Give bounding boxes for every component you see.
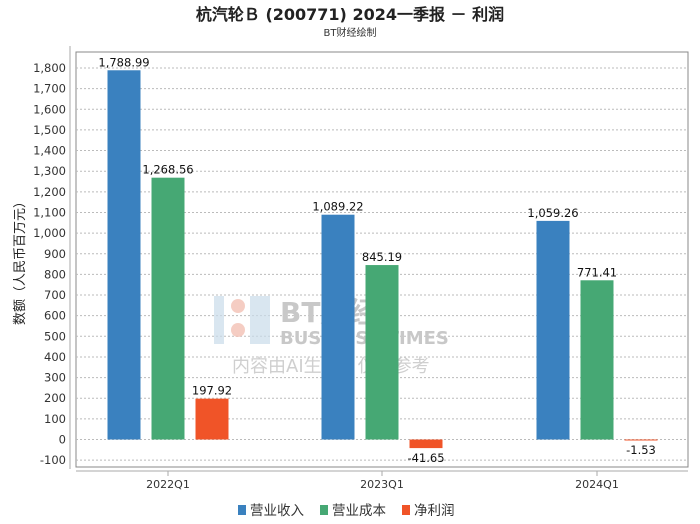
legend-label: 营业收入	[250, 503, 304, 519]
y-axis-label: 数额（人民币百万元）	[13, 195, 28, 325]
y-tick-label: 100	[44, 412, 66, 426]
watermark-logo-bar	[250, 296, 270, 344]
y-tick-label: 200	[44, 391, 66, 405]
y-tick-label: 900	[44, 247, 66, 261]
legend-swatch	[402, 505, 410, 515]
bar-营业成本-2024Q1	[580, 280, 614, 440]
y-tick-label: 1,200	[33, 185, 66, 199]
y-tick-label: 500	[44, 329, 66, 343]
legend-swatch	[238, 505, 246, 515]
watermark-english: BUSINESS TIMES	[280, 328, 449, 349]
bar-营业收入-2023Q1	[321, 214, 355, 440]
y-tick-label: 600	[44, 309, 66, 323]
y-tick-label: 700	[44, 288, 66, 302]
x-tick-label: 2024Q1	[575, 478, 619, 491]
watermark-logo-dot	[231, 299, 245, 313]
bar-营业成本-2022Q1	[151, 177, 185, 440]
legend-swatch	[320, 505, 328, 515]
y-tick-label: 800	[44, 267, 66, 281]
y-tick-label: 1,100	[33, 205, 66, 219]
chart-subtitle: BT财经绘制	[324, 26, 377, 39]
data-label: 845.19	[362, 250, 402, 264]
chart-title: 杭汽轮Ｂ (200771) 2024一季报 － 利润	[196, 5, 504, 24]
watermark-logo-bar	[214, 296, 224, 344]
data-label: -41.65	[407, 451, 444, 465]
plot-area	[75, 51, 689, 468]
y-tick-label: 0	[59, 433, 66, 447]
data-label: 1,268.56	[142, 163, 193, 177]
legend-label: 净利润	[414, 503, 455, 519]
y-tick-label: 1,400	[33, 144, 66, 158]
data-label: 1,059.26	[527, 206, 578, 220]
bar-营业收入-2022Q1	[107, 70, 141, 440]
legend-label: 营业成本	[332, 503, 386, 519]
bar-净利润-2024Q1	[624, 439, 658, 441]
y-tick-label: 1,700	[33, 82, 66, 96]
bar-营业成本-2023Q1	[365, 265, 399, 440]
watermark-logo-dot	[231, 323, 245, 337]
bar-净利润-2023Q1	[409, 439, 443, 449]
data-label: 771.41	[577, 265, 617, 279]
data-label: -1.53	[626, 443, 656, 457]
y-tick-label: 1,500	[33, 123, 66, 137]
bar-净利润-2022Q1	[195, 398, 229, 440]
y-tick-label: -100	[40, 453, 66, 467]
y-tick-label: 300	[44, 371, 66, 385]
y-tick-label: 1,300	[33, 164, 66, 178]
y-tick-label: 1,600	[33, 102, 66, 116]
data-label: 1,788.99	[98, 55, 149, 69]
data-label: 197.92	[192, 384, 232, 398]
y-tick-label: 1,800	[33, 61, 66, 75]
x-tick-label: 2022Q1	[146, 478, 190, 491]
y-tick-label: 1,000	[33, 226, 66, 240]
bar-营业收入-2024Q1	[536, 220, 570, 440]
x-tick-label: 2023Q1	[360, 478, 404, 491]
data-label: 1,089.22	[312, 200, 363, 214]
y-tick-label: 400	[44, 350, 66, 364]
